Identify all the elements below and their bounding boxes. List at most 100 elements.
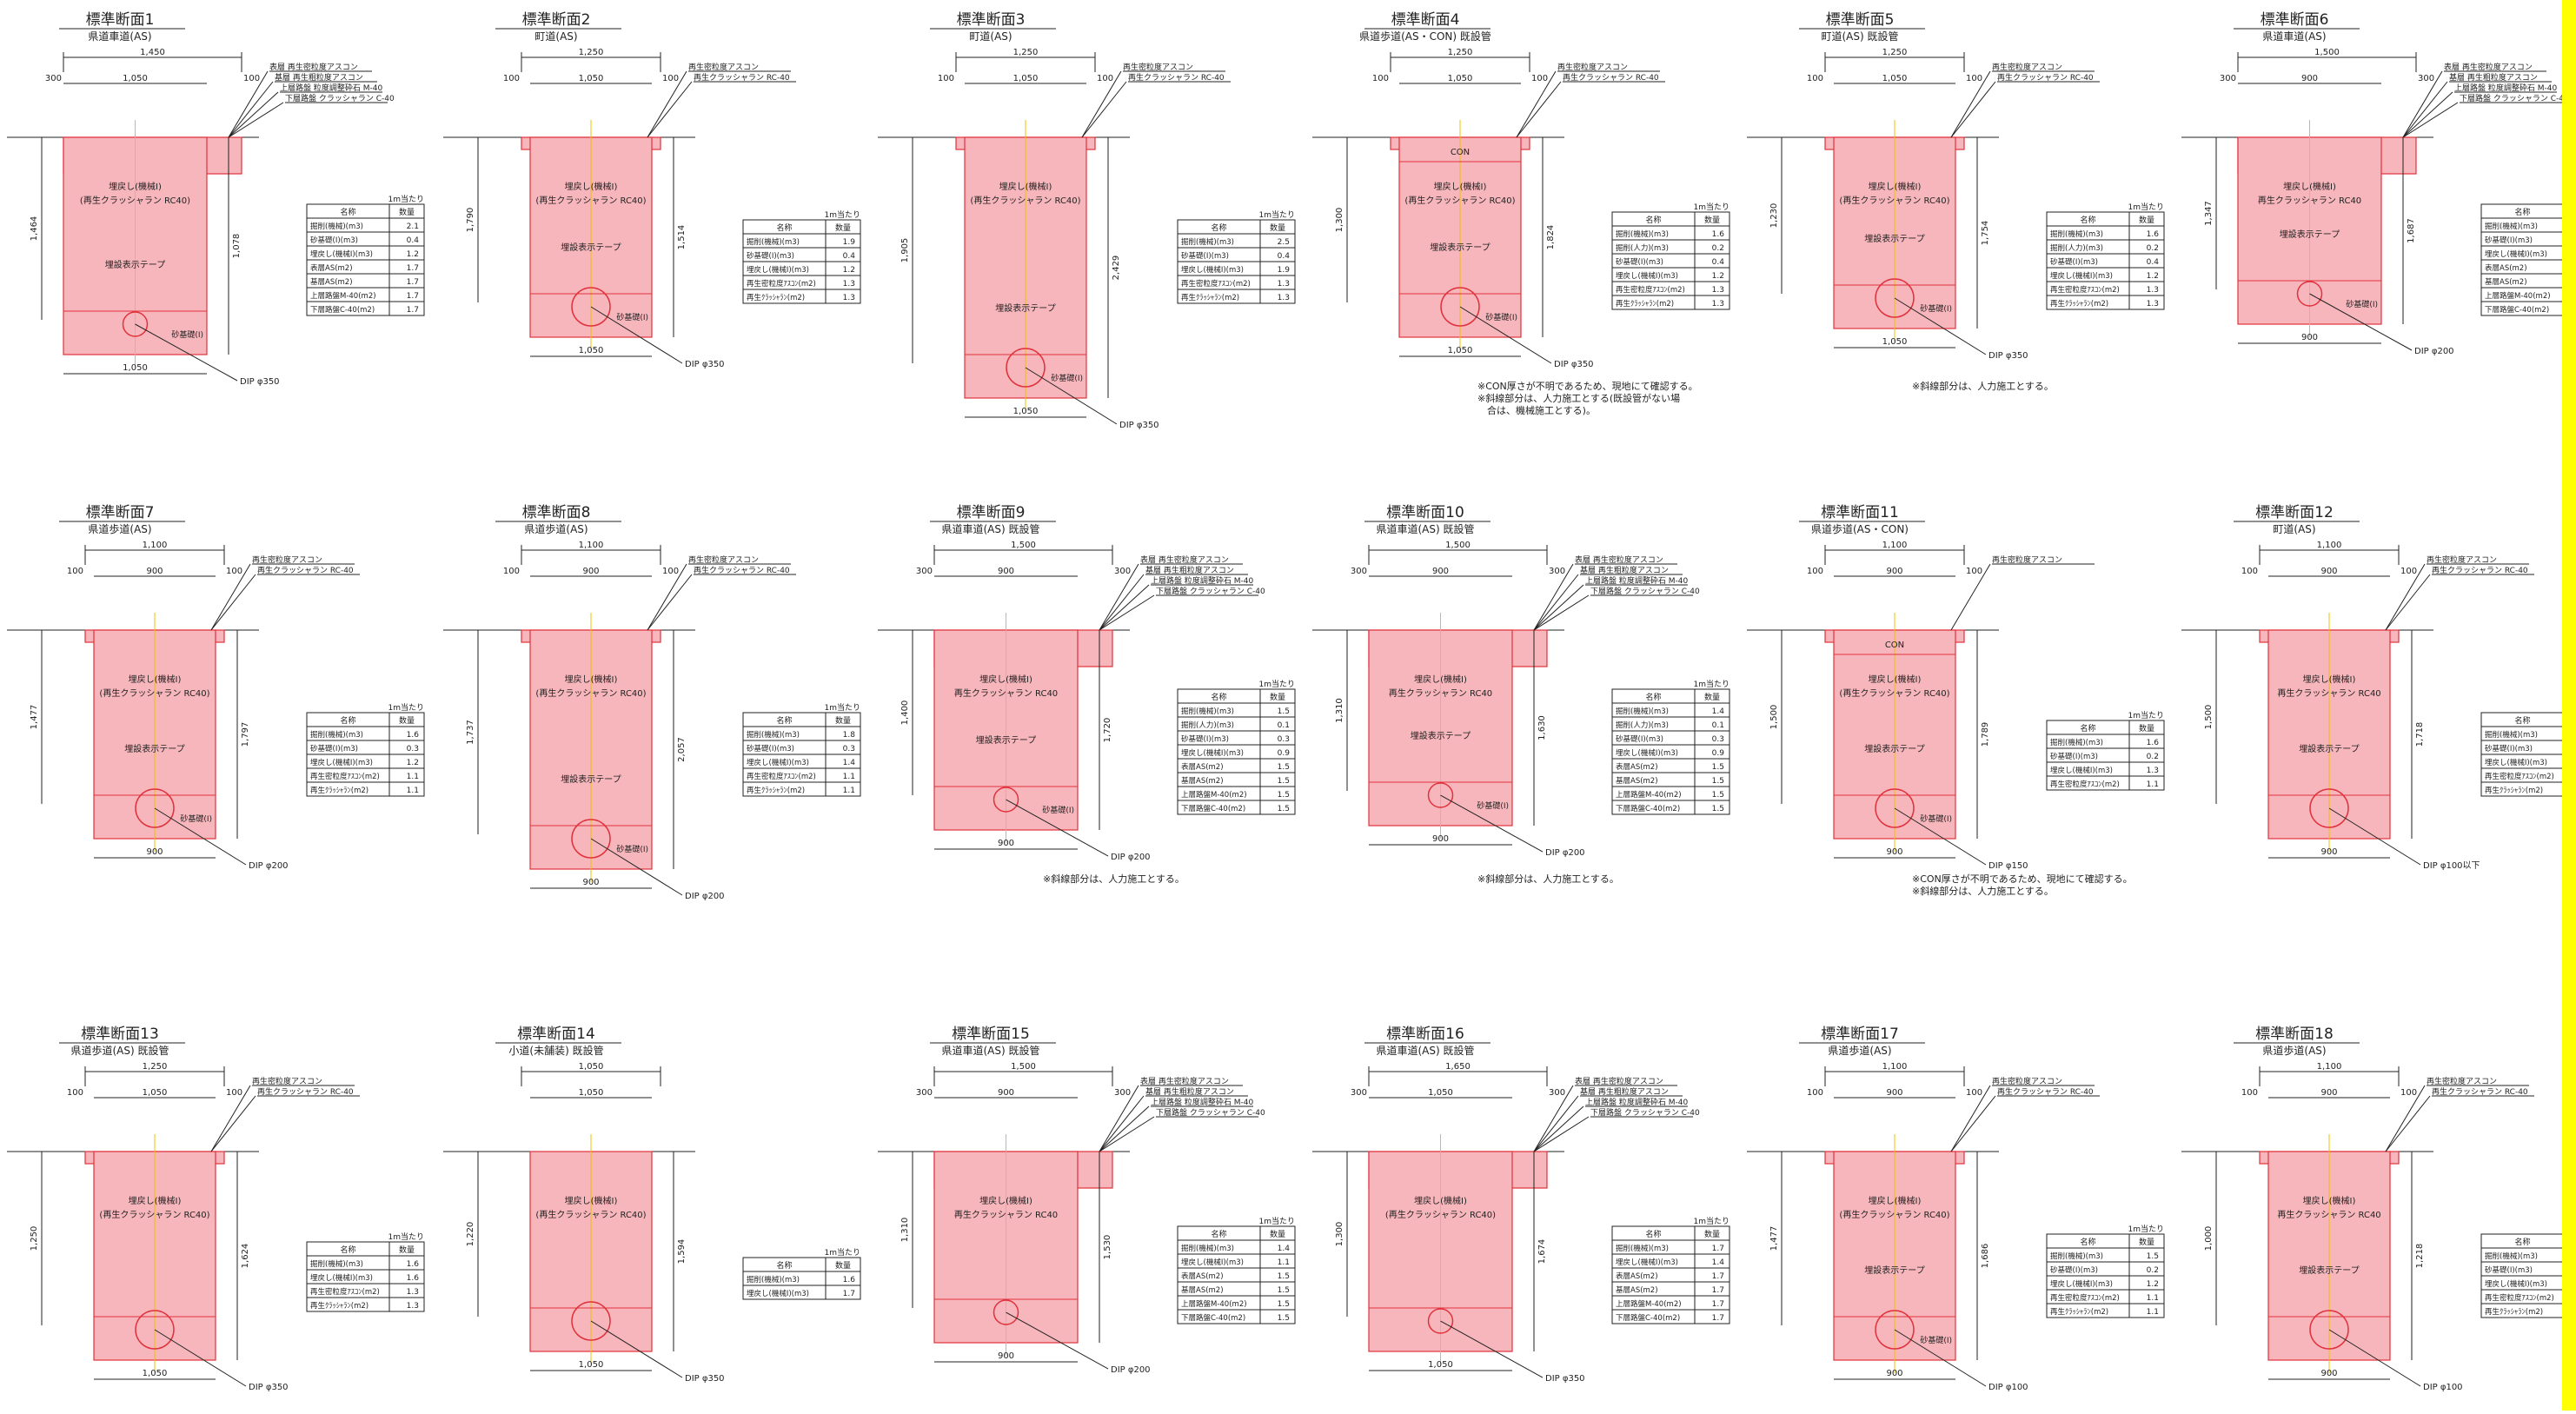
table-cell-qty: 1.7: [1712, 1300, 1724, 1309]
layer-label: 再生密粒度アスコン: [688, 554, 759, 565]
layer-label: 下層路盤 クラッシャラン C-40: [1590, 586, 1700, 596]
dim-depth: 1,500: [1769, 705, 1779, 730]
dim-bottom-width: 900: [1432, 834, 1449, 844]
table-cell-qty: 1.7: [1712, 1245, 1724, 1253]
fill-label: 埋戻し(機械Ⅰ): [2283, 181, 2336, 192]
table-cell-name: 掘削(機械)(m3): [1616, 707, 1669, 716]
tape-label: 埋設表示テープ: [2299, 1265, 2359, 1276]
table-cell-qty: 0.3: [1278, 735, 1290, 744]
table-cell-name: 再生ｸﾗｯｼｬﾗﾝ(m2): [1616, 299, 1674, 309]
table-cell-name: 掘削(人力)(m3): [1181, 720, 1234, 730]
table-cell-name: 再生ｸﾗｯｼｬﾗﾝ(m2): [310, 786, 368, 795]
section-subtitle: 県道車道(AS) 既設管: [1376, 1044, 1474, 1057]
layer-label: 再生密粒度アスコン: [1992, 62, 2062, 72]
table-cell-name: 砂基礎(Ⅰ)(m3): [2050, 1265, 2098, 1275]
dim-total-width: 1,100: [1882, 541, 1908, 550]
layer-leader: [1099, 595, 1154, 630]
dim-depth: 1,477: [30, 705, 39, 730]
layer-leader: [1099, 1096, 1144, 1152]
table-cell-qty: 1.5: [1278, 763, 1290, 772]
section-title: 標準断面15: [952, 1026, 1030, 1043]
pipe-label: DIP φ200: [249, 861, 289, 871]
table-header-qty: 数量: [1270, 222, 1285, 233]
table-cell-name: 砂基礎(Ⅰ)(m3): [310, 744, 358, 753]
dim-bottom-width: 1,050: [1428, 1360, 1453, 1370]
dim-total-width: 1,100: [579, 541, 604, 550]
dim-total-width: 1,250: [1882, 48, 1908, 57]
pipe-label: DIP φ200: [685, 892, 725, 901]
dim-total-width: 1,100: [2317, 1062, 2342, 1072]
table-cell-qty: 0.4: [1278, 252, 1291, 261]
sand-label: 砂基礎(Ⅰ): [1920, 1335, 1952, 1345]
layer-leader: [1534, 1117, 1589, 1152]
layer-label: 上層路盤 粒度調整砕石 M-40: [1585, 1097, 1688, 1107]
dim-depth-right: 1,720: [1103, 718, 1112, 743]
layer-label: 再生密粒度アスコン: [2427, 1076, 2497, 1086]
table-cell-qty: 1.6: [2147, 739, 2160, 747]
dim-left-margin: 100: [503, 74, 520, 83]
fill-label: 埋戻し(機械Ⅰ): [129, 1195, 182, 1206]
table-cell-qty: 2.5: [1278, 238, 1290, 247]
table-cell-name: 掘削(機械)(m3): [1181, 707, 1234, 716]
table-cell-name: 掘削(機械)(m3): [310, 222, 363, 231]
table-cell-name: 掘削(機械)(m3): [747, 730, 800, 740]
table-cell-name: 埋戻し(機械Ⅰ)(m3): [2485, 758, 2547, 767]
table-cell-name: 再生ｸﾗｯｼｬﾗﾝ(m2): [2485, 1307, 2543, 1317]
table-cell-name: 再生ｸﾗｯｼｬﾗﾝ(m2): [2050, 1307, 2108, 1317]
table-header-name: 名称: [776, 715, 792, 726]
layer-label: 表層 再生密粒度アスコン: [1575, 554, 1663, 565]
layer-leader: [1534, 1106, 1583, 1152]
layer-label: 再生密粒度アスコン: [688, 62, 759, 72]
table-cell-qty: 0.3: [843, 745, 855, 753]
section-subtitle: 県道歩道(AS): [88, 522, 151, 535]
table-cell-name: 埋戻し(機械Ⅰ)(m3): [1616, 271, 1678, 281]
fill-sub-label: 再生クラッシャラン RC40: [2277, 1209, 2380, 1220]
table-unit: 1m当たり: [2128, 1224, 2165, 1234]
table-cell-qty: 1.3: [2147, 286, 2159, 295]
table-cell-qty: 1.3: [1712, 300, 1724, 309]
dim-depth: 1,000: [2204, 1226, 2214, 1251]
section-title: 標準断面9: [957, 504, 1026, 521]
layer-label: 下層路盤 クラッシャラン C-40: [1156, 586, 1265, 596]
layer-label: 再生クラッシャラン RC-40: [257, 1086, 354, 1097]
dim-bottom-width: 900: [2301, 333, 2318, 342]
dim-depth: 1,464: [30, 216, 39, 242]
table-header-name: 名称: [1211, 692, 1226, 702]
dim-inner-width: 900: [146, 567, 163, 576]
fill-label: 埋戻し(機械Ⅰ): [109, 181, 162, 192]
table-cell-qty: 0.4: [407, 236, 420, 245]
fill-label: 埋戻し(機械Ⅰ): [129, 674, 182, 685]
dim-bottom-width: 900: [998, 839, 1014, 848]
dim-right-margin: 100: [1966, 567, 1982, 576]
table-cell-name: 再生密粒度ｱｽｺﾝ(m2): [747, 279, 816, 289]
dim-bottom-width: 900: [582, 878, 599, 887]
table-cell-name: 砂基礎(Ⅰ)(m3): [747, 744, 794, 753]
table-cell-qty: 0.3: [407, 745, 419, 753]
dim-right-margin: 300: [1114, 567, 1131, 576]
table-cell-qty: 1.5: [1278, 1272, 1290, 1281]
dim-total-width: 1,250: [1013, 48, 1039, 57]
sand-label: 砂基礎(Ⅰ): [171, 329, 203, 340]
table-cell-qty: 1.5: [1712, 777, 1724, 786]
table-cell-name: 表層AS(m2): [310, 263, 353, 273]
fill-label: 埋戻し(機械Ⅰ): [979, 1195, 1032, 1206]
table-cell-qty: 0.2: [2147, 244, 2159, 253]
sand-label: 砂基礎(Ⅰ): [1051, 373, 1083, 383]
table-header-name: 名称: [340, 1245, 355, 1255]
table-cell-name: 埋戻し(機械Ⅰ)(m3): [1616, 748, 1678, 758]
dim-inner-width: 900: [1886, 1088, 1902, 1098]
layer-leader: [1534, 595, 1589, 630]
table-cell-name: 掘削(機械)(m3): [2050, 738, 2103, 747]
table-header-name: 名称: [776, 1260, 792, 1271]
table-cell-name: 基層AS(m2): [1181, 1285, 1224, 1295]
fill-sub-label: (再生クラッシャラン RC40): [1385, 1209, 1496, 1220]
table-cell-name: 掘削(機械)(m3): [1181, 1244, 1234, 1253]
table-unit: 1m当たり: [1259, 209, 1296, 220]
table-cell-name: 埋戻し(機械Ⅰ)(m3): [1181, 265, 1244, 275]
dim-depth-right: 1,218: [2415, 1244, 2425, 1269]
table-cell-qty: 1.1: [407, 773, 419, 781]
table-cell-name: 掘削(機械)(m3): [2485, 222, 2538, 231]
dim-inner-width: 1,050: [123, 74, 148, 83]
